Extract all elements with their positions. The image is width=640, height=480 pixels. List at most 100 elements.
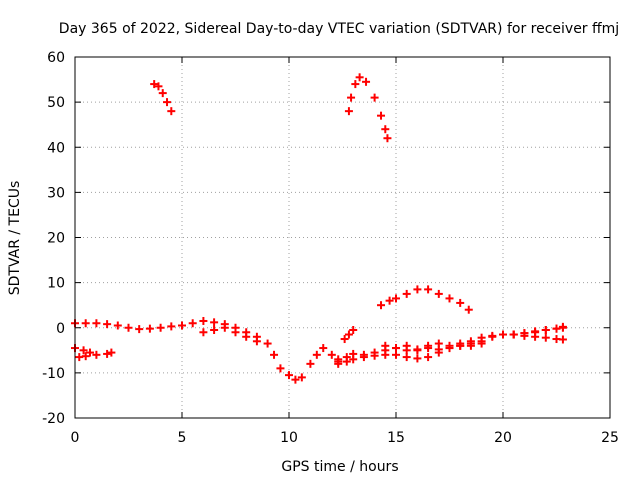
- data-point: [383, 134, 392, 143]
- data-point: [231, 328, 240, 337]
- data-point: [276, 364, 285, 373]
- data-point: [92, 319, 101, 328]
- data-point: [167, 107, 176, 116]
- data-point: [270, 350, 279, 359]
- y-tick-label: 10: [47, 276, 65, 292]
- data-point: [359, 353, 368, 362]
- data-point: [392, 344, 400, 353]
- data-point: [456, 339, 465, 348]
- data-point: [188, 319, 197, 328]
- data-point: [145, 324, 154, 333]
- data-point: [327, 350, 336, 359]
- data-point: [113, 321, 122, 330]
- data-point: [167, 322, 176, 331]
- data-point: [263, 339, 272, 348]
- data-point: [349, 355, 358, 364]
- data-point: [413, 346, 422, 355]
- data-point: [163, 98, 172, 107]
- y-tick-label: 40: [47, 140, 65, 156]
- data-point: [312, 350, 321, 359]
- data-point: [81, 319, 90, 328]
- series-dip-branch: [199, 323, 261, 346]
- data-point: [434, 289, 443, 298]
- data-point: [92, 350, 101, 359]
- data-point: [349, 326, 358, 335]
- data-point: [199, 328, 208, 337]
- data-point: [344, 330, 353, 339]
- data-point: [558, 322, 567, 331]
- data-point: [377, 111, 386, 120]
- grid: [75, 57, 610, 418]
- data-point: [381, 125, 390, 134]
- data-point: [306, 359, 315, 368]
- data-point: [552, 324, 561, 333]
- series-short-rise: [340, 326, 358, 344]
- data-point: [392, 350, 400, 359]
- data-point: [520, 331, 529, 340]
- data-point: [370, 351, 379, 360]
- data-point: [135, 325, 144, 334]
- data-point: [402, 353, 411, 362]
- series-arc-mid: [344, 73, 392, 143]
- data-point: [199, 316, 208, 325]
- data-point: [319, 344, 328, 353]
- series-main-track: [71, 316, 343, 384]
- data-point: [402, 341, 411, 350]
- x-axis-label: GPS time / hours: [281, 459, 398, 475]
- data-point: [150, 80, 159, 89]
- data-point: [413, 354, 422, 363]
- series-hump: [377, 285, 473, 314]
- series-arc-early: [150, 80, 176, 116]
- data-point: [558, 335, 567, 344]
- series-early-low-2: [75, 348, 116, 362]
- data-point: [392, 294, 400, 303]
- series-evening-lower: [334, 339, 486, 368]
- y-tick-label: 30: [47, 185, 65, 201]
- series-evening-track: [334, 323, 567, 364]
- data-point: [541, 326, 550, 335]
- data-point: [154, 82, 163, 91]
- data-point: [541, 333, 550, 342]
- chart-title: Day 365 of 2022, Sidereal Day-to-day VTE…: [59, 21, 619, 37]
- data-point: [385, 296, 394, 305]
- y-axis-label: SDTVAR / TECUs: [7, 181, 23, 296]
- y-tick-label: 0: [56, 321, 65, 337]
- data-point: [342, 357, 351, 366]
- data-point: [178, 321, 186, 330]
- data-point: [424, 285, 433, 294]
- y-tick-label: 50: [47, 95, 65, 111]
- y-tick-label: -10: [42, 366, 65, 382]
- data-point: [355, 73, 364, 82]
- data-point: [413, 285, 422, 294]
- data-point: [381, 350, 390, 359]
- data-point: [362, 77, 371, 86]
- data-point: [107, 348, 116, 357]
- data-point: [242, 332, 251, 341]
- data-point: [291, 375, 300, 384]
- axis-ticks: 0 5 10 15 20 25 -20 -10 0 10 20 30 40 50 60: [42, 50, 619, 446]
- data-point: [156, 323, 165, 332]
- data-point: [402, 289, 411, 298]
- data-point: [424, 341, 433, 350]
- x-tick-label: 15: [387, 430, 405, 446]
- data-point: [334, 359, 343, 368]
- x-tick-label: 10: [280, 430, 298, 446]
- data-point: [344, 107, 353, 116]
- x-tick-label: 0: [71, 430, 80, 446]
- data-point: [285, 371, 293, 380]
- data-point: [488, 331, 497, 340]
- data-point: [456, 298, 465, 307]
- data-point: [340, 335, 349, 344]
- data-point: [297, 373, 306, 382]
- x-tick-label: 5: [178, 430, 187, 446]
- data-point: [499, 330, 507, 339]
- data-point: [85, 348, 94, 357]
- data-point: [424, 353, 433, 362]
- data-point: [381, 341, 390, 350]
- data-point: [210, 326, 219, 335]
- data-point: [509, 330, 518, 339]
- data-point: [252, 337, 261, 346]
- data-point: [477, 333, 486, 342]
